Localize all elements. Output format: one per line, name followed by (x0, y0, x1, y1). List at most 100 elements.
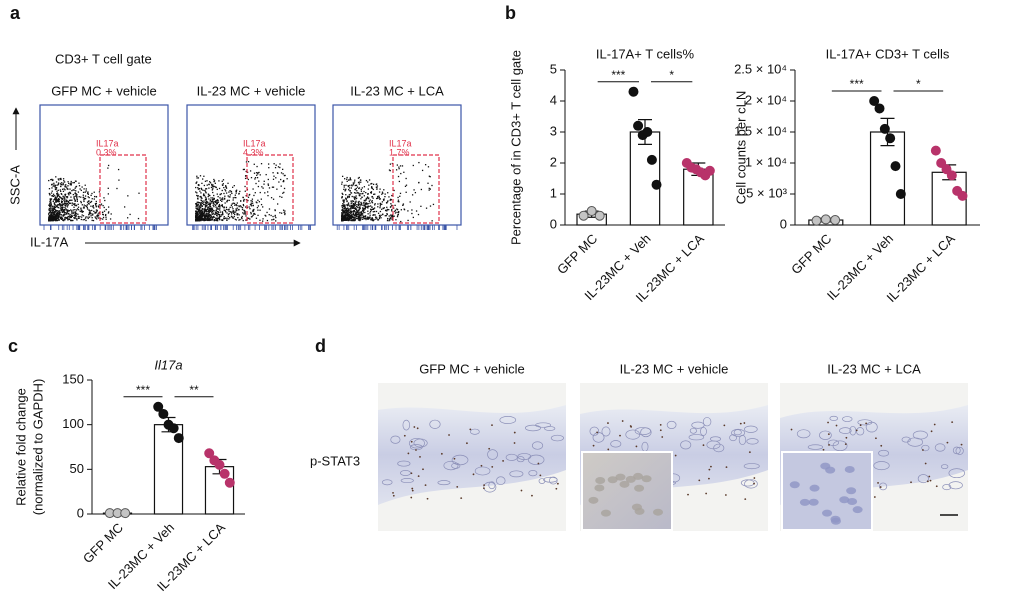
stain-dot (460, 497, 462, 499)
event-dot (385, 210, 386, 211)
event-dot (356, 204, 357, 205)
inset-nucleus (601, 510, 611, 517)
event-dot (277, 172, 278, 173)
event-dot (201, 212, 202, 213)
event-dot (286, 178, 287, 179)
event-dot (390, 163, 391, 164)
event-dot (64, 199, 65, 200)
stain-dot (675, 455, 677, 457)
event-dot (275, 177, 276, 178)
event-dot (256, 175, 257, 176)
stain-dot (410, 497, 412, 499)
event-dot (61, 194, 62, 195)
event-dot (397, 197, 398, 198)
event-dot (353, 205, 354, 206)
event-dot (276, 165, 277, 166)
event-dot (238, 219, 239, 220)
event-dot (81, 219, 82, 220)
stain-dot (427, 498, 429, 500)
inset-nucleus (809, 499, 819, 506)
event-dot (66, 186, 67, 187)
event-dot (257, 172, 258, 173)
event-dot (51, 204, 52, 205)
event-dot (275, 215, 276, 216)
event-dot (226, 212, 227, 213)
event-dot (202, 220, 203, 221)
event-dot (358, 188, 359, 189)
event-dot (273, 199, 274, 200)
data-point (875, 104, 884, 113)
event-dot (85, 198, 86, 199)
event-dot (83, 195, 84, 196)
event-dot (87, 208, 88, 209)
event-dot (344, 205, 345, 206)
chart-title: IL-17A+ T cells% (596, 46, 695, 61)
event-dot (398, 214, 399, 215)
event-dot (351, 217, 352, 218)
event-dot (398, 200, 399, 201)
inset-nucleus (810, 485, 820, 492)
event-dot (90, 206, 91, 207)
event-dot (58, 213, 59, 214)
event-dot (346, 200, 347, 201)
event-dot (281, 213, 282, 214)
stain-dot (875, 437, 877, 439)
event-dot (63, 184, 64, 185)
event-dot (86, 188, 87, 189)
event-dot (219, 207, 220, 208)
event-dot (64, 194, 65, 195)
event-dot (108, 188, 109, 189)
event-dot (404, 209, 405, 210)
event-dot (398, 168, 399, 169)
event-dot (383, 189, 384, 190)
stain-dot (791, 429, 793, 431)
event-dot (210, 211, 211, 212)
event-dot (223, 218, 224, 219)
event-dot (368, 206, 369, 207)
event-dot (257, 215, 258, 216)
event-dot (342, 200, 343, 201)
event-dot (104, 207, 105, 208)
event-dot (196, 192, 197, 193)
event-dot (207, 209, 208, 210)
event-dot (358, 209, 359, 210)
event-dot (362, 193, 363, 194)
event-dot (372, 202, 373, 203)
event-dot (79, 196, 80, 197)
event-dot (345, 198, 346, 199)
event-dot (361, 191, 362, 192)
event-dot (69, 210, 70, 211)
event-dot (341, 215, 342, 216)
event-dot (244, 212, 245, 213)
event-dot (52, 184, 53, 185)
event-dot (80, 197, 81, 198)
event-dot (60, 191, 61, 192)
inset-nucleus (825, 467, 835, 474)
stain-dot (725, 494, 727, 496)
event-dot (96, 203, 97, 204)
event-dot (74, 218, 75, 219)
event-dot (232, 206, 233, 207)
event-dot (70, 200, 71, 201)
flow-x-label: IL-17A (30, 234, 69, 249)
event-dot (273, 179, 274, 180)
event-dot (206, 205, 207, 206)
event-dot (201, 210, 202, 211)
event-dot (350, 190, 351, 191)
data-point (121, 509, 130, 518)
event-dot (226, 209, 227, 210)
event-dot (228, 195, 229, 196)
event-dot (81, 210, 82, 211)
event-dot (358, 215, 359, 216)
stain-dot (514, 432, 516, 434)
event-dot (221, 214, 222, 215)
event-dot (78, 216, 79, 217)
event-dot (95, 216, 96, 217)
event-dot (58, 178, 59, 179)
event-dot (373, 184, 374, 185)
data-point (705, 166, 714, 175)
event-dot (197, 198, 198, 199)
event-dot (83, 188, 84, 189)
event-dot (51, 218, 52, 219)
event-dot (203, 176, 204, 177)
